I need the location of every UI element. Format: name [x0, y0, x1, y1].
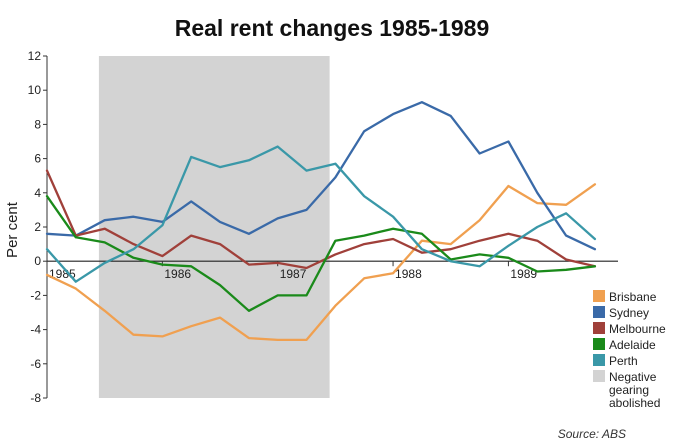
- x-tick-label: 1985: [49, 267, 76, 281]
- legend: Brisbane Sydney Melbourne Adelaide Perth Nega…: [593, 290, 666, 410]
- y-tick-label: 2: [34, 220, 41, 234]
- legend-swatch-melbourne: [593, 322, 605, 334]
- legend-label-shaded: Negative gearing abolished: [609, 370, 660, 410]
- source-note: Source: ABS: [558, 427, 626, 441]
- legend-swatch-shaded: [593, 370, 605, 382]
- x-tick-label: 1987: [280, 267, 307, 281]
- series-line-perth: [45, 145, 597, 283]
- y-tick-label: -2: [30, 288, 41, 302]
- y-tick-label: 10: [28, 83, 42, 97]
- legend-swatch-perth: [593, 354, 605, 366]
- legend-label-adelaide: Adelaide: [609, 338, 656, 352]
- legend-swatch-sydney: [593, 306, 605, 318]
- y-tick-label: 8: [34, 117, 41, 131]
- x-tick-label: 1986: [164, 267, 191, 281]
- y-tick-label: -4: [30, 323, 41, 337]
- x-tick-label: 1989: [510, 267, 537, 281]
- series-line-brisbane: [45, 183, 597, 342]
- y-axis-label: Per cent: [4, 201, 21, 258]
- legend-swatch-adelaide: [593, 338, 605, 350]
- plot-area: -8 -6 -4 -2 0 2 4 6 8 10 12 1985 1986 1987 1988 1989: [28, 49, 618, 405]
- series-line-adelaide: [45, 195, 597, 312]
- legend-label-perth: Perth: [609, 354, 638, 368]
- legend-swatch-brisbane: [593, 290, 605, 302]
- x-tick-label: 1988: [395, 267, 422, 281]
- legend-label-brisbane: Brisbane: [609, 290, 657, 304]
- y-tick-label: 4: [34, 186, 41, 200]
- legend-label-melbourne: Melbourne: [609, 322, 666, 336]
- y-tick-label: -8: [30, 391, 41, 405]
- y-tick-label: 12: [28, 49, 42, 63]
- y-tick-label: 6: [34, 152, 41, 166]
- y-tick-label: -6: [30, 357, 41, 371]
- legend-label-sydney: Sydney: [609, 306, 649, 320]
- shaded-region: [98, 56, 330, 398]
- chart-title: Real rent changes 1985-1989: [175, 15, 490, 41]
- y-tick-label: 0: [34, 254, 41, 268]
- series-line-sydney: [45, 101, 597, 251]
